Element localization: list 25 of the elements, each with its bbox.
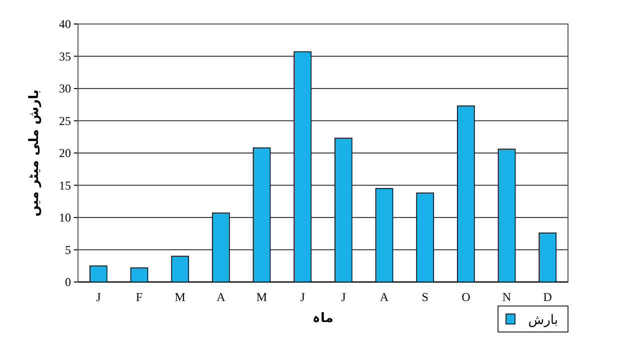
x-tick-label: A (216, 290, 226, 304)
y-tick-label: 40 (59, 17, 71, 31)
legend-label: بارش (528, 313, 558, 328)
x-tick-label: N (502, 290, 512, 304)
y-tick-label: 35 (59, 49, 71, 64)
x-tick-label: M (174, 290, 186, 304)
y-tick-label: 5 (65, 242, 71, 257)
x-tick-label: J (300, 290, 306, 304)
x-tick-label: A (380, 290, 389, 304)
y-tick-label: 15 (59, 178, 71, 192)
x-tick-label: J (96, 290, 102, 304)
y-axis-title: بارش ملی میٹر میں (27, 89, 42, 217)
y-tick-label: 30 (59, 82, 71, 96)
x-tick-label: O (462, 290, 471, 304)
x-tick-label: M (256, 290, 268, 304)
legend: بارش (498, 306, 568, 332)
y-tick-label: 25 (59, 114, 71, 128)
y-tick-label: 20 (59, 146, 71, 160)
x-tick-label: F (136, 290, 143, 304)
x-axis-title: ماہ (312, 311, 334, 326)
x-tick-label: S (422, 290, 428, 304)
x-tick-label: D (543, 290, 552, 304)
y-tick-label: 10 (59, 210, 71, 224)
y-tick-label: 0 (65, 275, 71, 289)
x-tick-label: J (341, 290, 346, 304)
